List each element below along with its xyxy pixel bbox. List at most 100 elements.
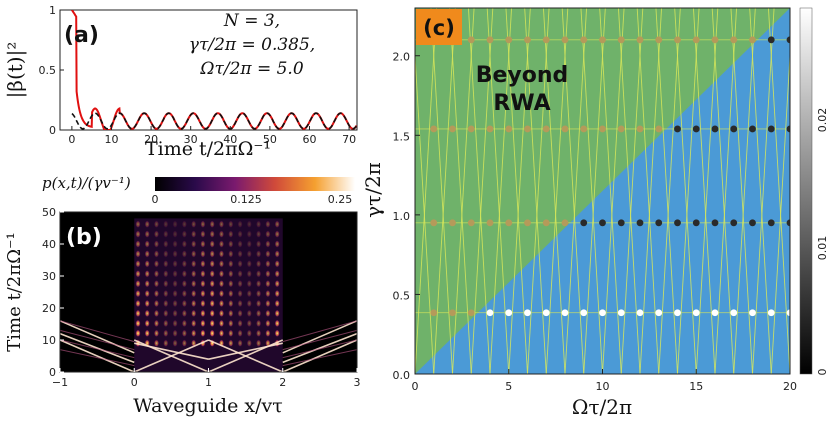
panel-b-intensity-blob [144,309,150,318]
panel-c-marker [524,125,531,133]
panel-c-marker [655,36,663,44]
panel-c-marker [674,219,681,227]
panel-c-marker [524,36,531,44]
panel-b-light-cone-ray [282,320,357,354]
panel-a-xtick-label: 50 [263,133,277,146]
panel-b-xtick-label: 1 [205,376,212,389]
panel-b-intensity-blob [274,240,280,248]
panel-c-xtick-label: 15 [689,380,703,393]
panel-b-xlabel: Waveguide x/vτ [133,395,282,417]
panel-c-marker [617,36,625,44]
panel-b-intensity-blob [181,309,187,318]
panel-b-intensity-blob [274,289,280,298]
panel-b-intensity-blob [209,319,215,328]
panel-b-intensity-blob [191,240,197,248]
panel-a-xtick-label: 10 [104,133,118,146]
panel-b-intensity-blob [144,319,150,328]
panel-c-marker [636,309,644,317]
panel-b-intensity-blob [172,309,178,318]
panel-a-xlabel: Time t/2πΩ⁻¹ [145,138,271,160]
panel-c-marker [467,125,475,133]
panel-c-marker [617,309,625,317]
panel-b-intensity-blob [228,319,234,328]
panel-b-intensity-blob [144,250,150,258]
panel-b-outgoing-wave [60,349,135,367]
panel-a-xtick-label: 60 [302,133,316,146]
panel-c-marker [449,309,456,317]
panel-b-intensity-blob [246,270,252,278]
panel-b-intensity-blob [181,329,187,338]
panel-b-intensity-blob [218,220,225,228]
panel-b-intensity-blob [163,230,169,238]
panel-c-marker [580,219,588,227]
panel-b-intensity-blob [265,319,271,328]
panel-c-marker [580,36,588,44]
panel-b-colorbar-label: p(x,t)/(γv⁻¹) [42,174,131,192]
panel-c-marker [730,125,738,133]
panel-b-intensity-blob [191,260,197,268]
panel-b-outgoing-wave [282,349,357,367]
panel-b-intensity-blob [246,329,252,338]
panel-c-marker [730,309,738,317]
panel-b-intensity-blob [181,319,187,328]
panel-b-intensity-blob [135,309,141,318]
panel-b-intensity-blob [228,329,234,338]
panel-b-xtick-label: −1 [52,376,68,389]
panel-b-intensity-blob [228,279,234,288]
panel-b-intensity-blob [163,260,169,268]
panel-c-marker [505,309,513,317]
panel-c-region-label-2: RWA [493,91,550,116]
panel-a-ytick-label: 0 [49,124,56,137]
panel-b-intensity-blob [228,220,234,228]
panel-c-marker [767,36,775,44]
panel-b-intensity-blob [237,260,243,268]
panel-b-intensity-blob [200,289,206,298]
panel-b-intensity-blob [218,329,225,338]
panel-c-marker [767,219,775,227]
panel-b-intensity-blob [218,270,225,278]
panel-c-colorbar-tick-2: 0.02 [816,108,829,133]
panel-b-intensity-blob [209,299,215,308]
panel-b-intensity-blob [200,240,206,248]
panel-a-ytick-label: 1 [49,4,56,17]
panel-b-intensity-blob [200,250,206,258]
panel-c-ytick-label: 0.0 [393,369,411,382]
panel-b-intensity-blob [153,279,160,288]
panel-c-xlabel: Ωτ/2π [572,395,632,419]
panel-b-intensity-blob [209,329,215,338]
panel-b-intensity-blob [237,240,243,248]
panel-b-intensity-blob [144,230,150,238]
panel-c-marker [542,36,550,44]
panel-b-colorbar-tick-2: 0.25 [328,193,353,206]
panel-b-intensity-blob [163,240,169,248]
panel-b-intensity-blob [172,270,178,278]
panel-b-intensity-blob [209,240,215,248]
panel-c-marker [786,219,790,227]
panel-a-xtick-label: 40 [223,133,237,146]
panel-c-marker [692,36,700,44]
panel-c-marker [711,125,719,133]
panel-b-intensity-blob [237,230,243,238]
panel-a-xtick-label: 70 [342,133,356,146]
panel-b-intensity-blob [218,240,225,248]
panel-a-annotation-2: γτ/2π = 0.385, [189,35,315,55]
panel-b-xtick-label: 3 [354,376,361,389]
panel-b-intensity-blob [246,279,252,288]
panel-b-intensity-blob [256,260,262,268]
panel-b-intensity-blob [209,289,215,298]
panel-b-intensity-blob [172,250,178,258]
panel-c-marker [636,36,644,44]
panel-b-intensity-blob [135,220,141,228]
panel-c: 0 5 10 15 20 0.0 0.5 1.0 1.5 2.0 (c) Beyond RWA Ω… [361,7,829,419]
panel-c-xtick-label: 5 [505,380,512,393]
panel-c-ytick-label: 1.5 [393,130,411,143]
panel-a-ylabel: |β(t)|² [3,42,28,99]
panel-b-intensity-blob [274,319,280,328]
panel-c-marker [430,219,438,227]
panel-b-intensity-blob [181,230,187,238]
panel-b-intensity-blob [256,250,262,258]
panel-a-annotation-1: N = 3, [223,11,280,31]
panel-b-intensity-blob [265,289,271,298]
panel-b-intensity-blob [228,240,234,248]
panel-b-outgoing-wave [60,329,135,351]
